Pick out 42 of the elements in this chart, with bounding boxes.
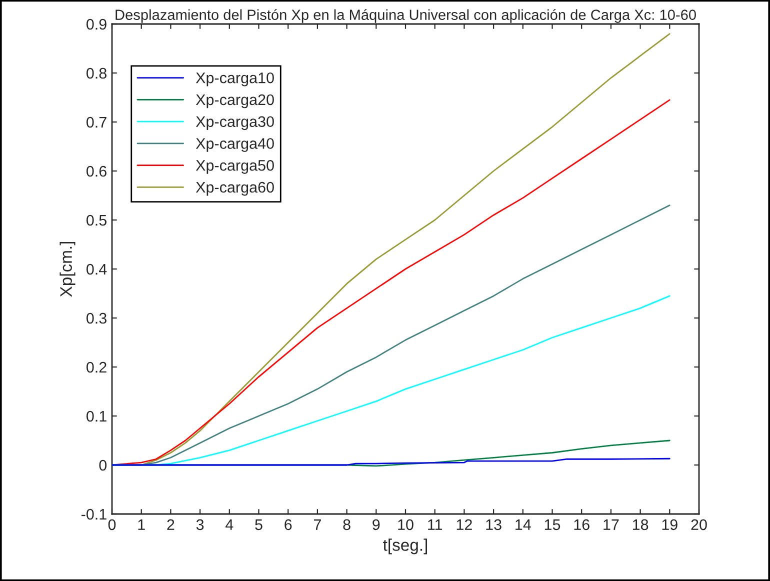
x-tick-label: 13 xyxy=(486,519,502,530)
y-tick-label: 0.4 xyxy=(86,264,107,275)
x-tick-label: 20 xyxy=(691,519,707,530)
legend-label: Xp-carga10 xyxy=(196,72,274,86)
chart-title: Desplazamiento del Pistón Xp en la Máquina Universal con aplicación de Carga Xc: 10-60 xyxy=(116,9,696,23)
x-tick-label: 10 xyxy=(398,519,414,530)
legend-label: Xp-carga40 xyxy=(196,138,274,152)
y-tick-label: 0.7 xyxy=(86,116,106,128)
y-tick-label: 0.2 xyxy=(86,362,106,373)
x-tick-label: 0 xyxy=(108,519,116,530)
y-tick-label: -0.1 xyxy=(81,508,106,520)
x-tick-label: 1 xyxy=(138,519,145,530)
y-tick-label: 0.1 xyxy=(86,410,106,422)
x-tick-label: 17 xyxy=(604,519,619,530)
legend-label: Xp-carga50 xyxy=(196,160,274,174)
y-tick-label: 0.3 xyxy=(86,312,106,324)
x-tick-label: 6 xyxy=(284,519,292,530)
x-tick-label: 15 xyxy=(544,519,560,530)
x-tick-label: 2 xyxy=(167,519,174,530)
x-tick-label: 5 xyxy=(255,519,262,530)
x-tick-label: 16 xyxy=(574,519,590,530)
x-tick-label: 3 xyxy=(196,519,204,530)
x-tick-label: 11 xyxy=(428,519,442,530)
y-tick-label: 0.6 xyxy=(86,166,106,177)
x-tick-label: 8 xyxy=(343,519,350,530)
y-tick-label: 0.8 xyxy=(86,68,106,79)
legend-label: Xp-carga60 xyxy=(196,182,274,196)
x-tick-label: 4 xyxy=(226,519,234,530)
x-tick-label: 7 xyxy=(314,519,321,530)
x-tick-label: 12 xyxy=(456,519,472,530)
line-series xyxy=(112,458,670,466)
x-tick-label: 19 xyxy=(662,519,678,530)
y-tick-label: 0.5 xyxy=(86,214,106,226)
y-tick-label: 0 xyxy=(99,460,107,471)
x-axis-title: t[seg.] xyxy=(383,538,428,554)
y-axis-title: Xp[cm.] xyxy=(60,242,76,297)
legend-label: Xp-carga30 xyxy=(196,116,274,130)
x-tick-label: 14 xyxy=(516,519,531,530)
x-tick-label: 9 xyxy=(372,519,380,530)
y-tick-label: 0.9 xyxy=(86,18,106,30)
x-tick-label: 18 xyxy=(632,519,648,530)
legend-label: Xp-carga20 xyxy=(196,94,274,108)
